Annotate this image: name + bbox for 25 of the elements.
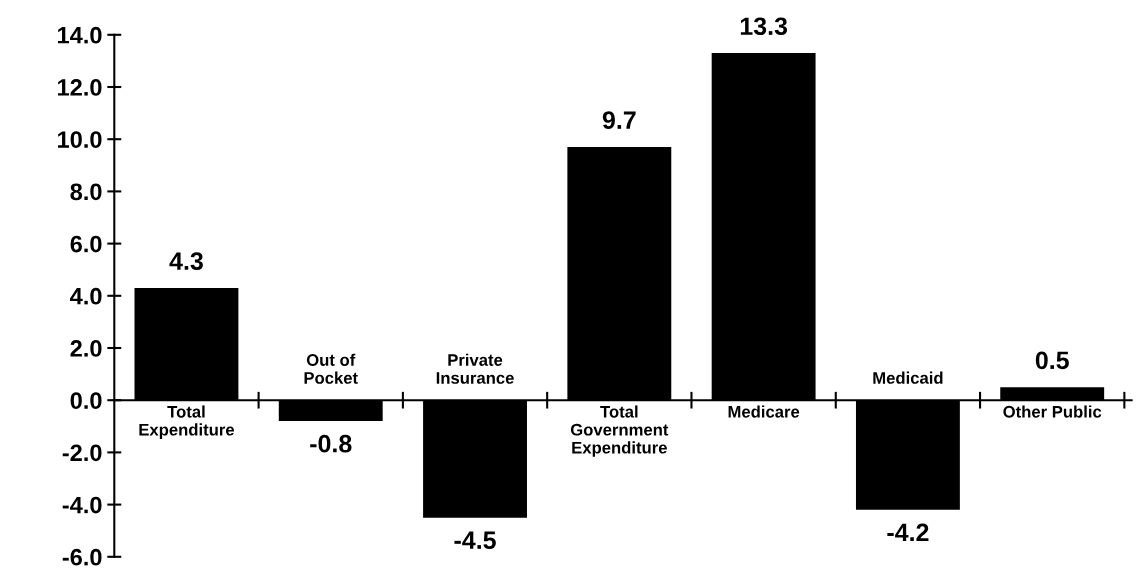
x-tick-label: Medicaid (873, 371, 943, 384)
x-tick-label: Private Insurance (436, 353, 514, 384)
data-label: 9.7 (602, 111, 636, 130)
x-tick-label: Total Government Expenditure (570, 405, 669, 457)
y-tick-label: 2.0 (70, 340, 102, 357)
x-tick-label: Other Public (1003, 405, 1102, 418)
x-tick-label: Total Expenditure (139, 405, 235, 439)
x-tick-label: Out of Pocket (304, 353, 358, 384)
data-label: 0.5 (1035, 351, 1069, 370)
y-tick-label: 10.0 (58, 131, 102, 148)
y-tick-label: 0.0 (70, 392, 102, 409)
data-label: -0.8 (310, 434, 352, 453)
data-label: -4.5 (454, 531, 496, 550)
y-tick-label: 4.0 (70, 287, 102, 305)
y-tick-label: 6.0 (70, 235, 102, 253)
y-tick-label: 14.0 (58, 26, 102, 44)
y-tick-label: 8.0 (70, 183, 102, 201)
y-tick-label: -6.0 (62, 548, 102, 566)
data-label: -4.2 (887, 523, 929, 541)
y-tick-label: -4.0 (62, 496, 102, 514)
y-tick-label: -2.0 (62, 444, 102, 462)
data-label: 13.3 (740, 17, 788, 36)
data-label: 4.3 (169, 252, 203, 271)
y-tick-label: 12.0 (58, 79, 102, 96)
x-tick-label: Medicare (728, 405, 800, 418)
